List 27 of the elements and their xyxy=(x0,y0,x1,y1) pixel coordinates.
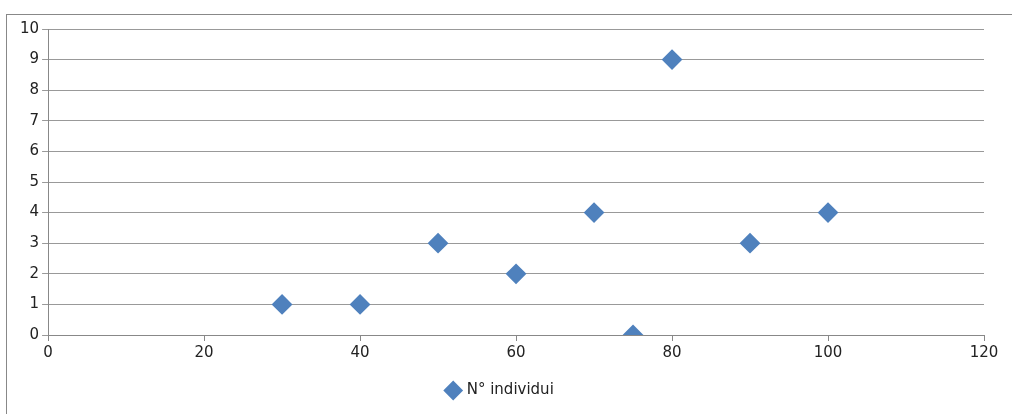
y-tick-label: 6 xyxy=(29,141,40,160)
x-tick-label: 40 xyxy=(350,342,370,361)
y-tick-label: 5 xyxy=(29,171,40,190)
point xyxy=(740,233,761,254)
point xyxy=(584,202,605,223)
y-tick-label: 4 xyxy=(29,202,40,221)
point xyxy=(428,233,449,254)
legend-label: N° individui xyxy=(466,380,554,399)
y-tick-label: 9 xyxy=(29,49,40,68)
x-tick-label: 0 xyxy=(43,342,53,361)
y-tick-label: 2 xyxy=(29,263,40,282)
y-tick-label: 7 xyxy=(29,110,40,129)
x-tick-label: 120 xyxy=(969,342,999,361)
y-tick-label: 10 xyxy=(19,18,40,37)
point xyxy=(506,263,527,284)
point xyxy=(818,202,839,223)
y-tick-label: 3 xyxy=(29,233,40,252)
x-tick-label: 60 xyxy=(506,342,526,361)
point xyxy=(662,49,683,70)
x-tick-label: 80 xyxy=(662,342,682,361)
x-tick-label: 100 xyxy=(813,342,843,361)
point xyxy=(272,294,293,315)
y-tick-label: 1 xyxy=(29,294,40,313)
x-tick-label: 20 xyxy=(194,342,214,361)
y-tick-label: 8 xyxy=(29,80,40,99)
y-tick-label: 0 xyxy=(29,324,40,343)
point xyxy=(350,294,371,315)
